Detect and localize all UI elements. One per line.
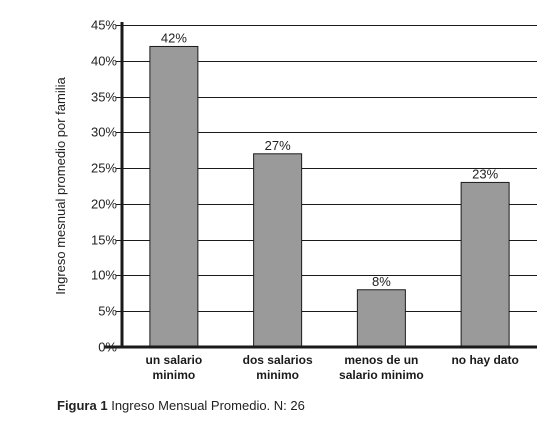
y-axis-title: Ingreso mesnual promedio por familia [53,76,68,294]
y-tick-label: 45% [91,18,117,33]
x-category-label: salario minimo [339,368,424,382]
x-category-label: minimo [153,368,196,382]
figure-caption-label: Figura 1 [57,398,108,413]
y-tick-label: 25% [91,161,117,176]
y-tick-label: 5% [98,304,117,319]
bar [253,153,303,348]
bars [149,45,510,348]
x-category-label: no hay dato [451,353,518,367]
labels: 0% 5% 10% 15% 20% 25% 30% 35% 40% 45% 42% un salari… [53,18,519,383]
x-category-label: minimo [256,368,299,382]
bar-value-label: 23% [472,166,498,181]
x-category-label: un salario [146,353,203,367]
x-category-label: dos salarios [243,353,313,367]
bar [149,45,199,348]
axes [104,22,537,349]
bar-value-label: 8% [372,274,391,289]
bar-chart: 0% 5% 10% 15% 20% 25% 30% 35% 40% 45% 42% un salari… [53,18,537,383]
y-tick-label: 40% [91,54,117,69]
bar [460,181,510,348]
x-category-label: menos de un [344,353,418,367]
bar-value-label: 27% [265,138,291,153]
figure-caption: Figura 1 Ingreso Mensual Promedio. N: 26 [57,398,305,413]
bar-value-label: 42% [161,30,187,45]
y-tick-label: 10% [91,268,117,283]
y-tick-label: 0% [98,340,117,355]
bar [356,289,406,348]
figure-caption-text: Ingreso Mensual Promedio. N: 26 [111,398,305,413]
y-tick-label: 35% [91,90,117,105]
y-tick-label: 20% [91,197,117,212]
y-tick-label: 15% [91,233,117,248]
y-tick-label: 30% [91,125,117,140]
